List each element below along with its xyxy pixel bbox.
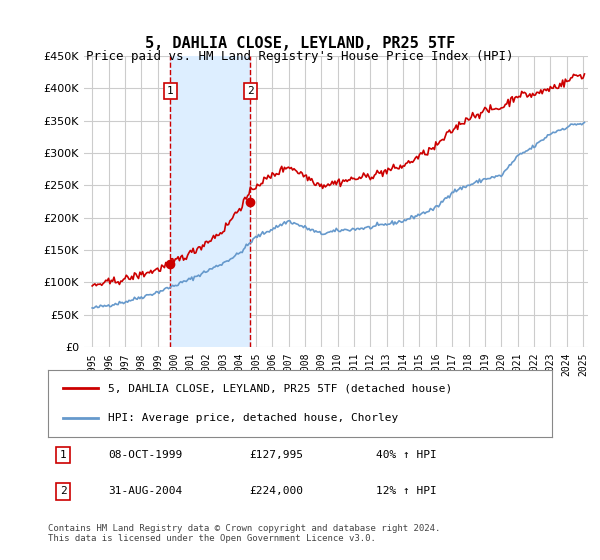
Text: 5, DAHLIA CLOSE, LEYLAND, PR25 5TF (detached house): 5, DAHLIA CLOSE, LEYLAND, PR25 5TF (deta… (109, 384, 453, 394)
Text: 1: 1 (167, 86, 173, 96)
Text: HPI: Average price, detached house, Chorley: HPI: Average price, detached house, Chor… (109, 413, 399, 423)
Text: 08-OCT-1999: 08-OCT-1999 (109, 450, 183, 460)
Text: Contains HM Land Registry data © Crown copyright and database right 2024.
This d: Contains HM Land Registry data © Crown c… (48, 524, 440, 543)
Text: £127,995: £127,995 (250, 450, 304, 460)
Text: 31-AUG-2004: 31-AUG-2004 (109, 487, 183, 496)
Text: 1: 1 (60, 450, 67, 460)
Text: Price paid vs. HM Land Registry's House Price Index (HPI): Price paid vs. HM Land Registry's House … (86, 50, 514, 63)
Text: 12% ↑ HPI: 12% ↑ HPI (376, 487, 436, 496)
Text: 5, DAHLIA CLOSE, LEYLAND, PR25 5TF: 5, DAHLIA CLOSE, LEYLAND, PR25 5TF (145, 36, 455, 52)
Text: £224,000: £224,000 (250, 487, 304, 496)
Text: 40% ↑ HPI: 40% ↑ HPI (376, 450, 436, 460)
Bar (170, 56, 250, 347)
Text: 2: 2 (247, 86, 254, 96)
Text: 2: 2 (60, 487, 67, 496)
